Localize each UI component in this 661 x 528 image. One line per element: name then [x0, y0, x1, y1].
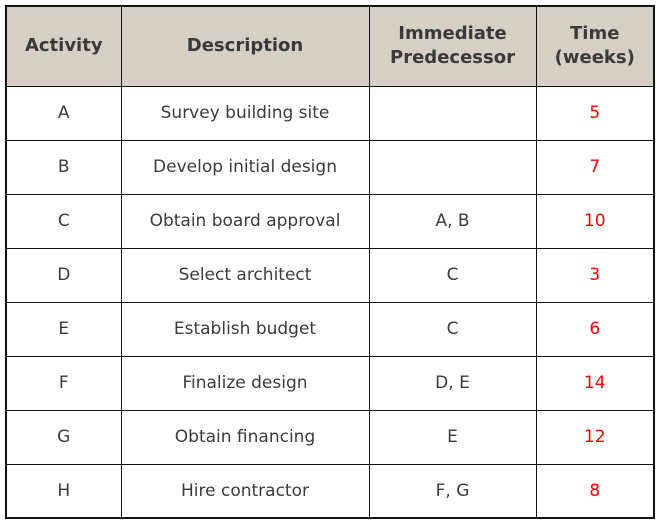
table-row: D Select architect C 3	[5, 247, 655, 303]
activity-cell: G	[5, 409, 122, 465]
activity-cell: C	[5, 193, 122, 249]
description-cell: Finalize design	[120, 355, 370, 411]
header-activity: Activity	[5, 5, 122, 87]
time-cell: 14	[535, 355, 655, 411]
predecessor-cell: A, B	[368, 193, 537, 249]
activity-cell: B	[5, 139, 122, 195]
predecessor-cell: C	[368, 301, 537, 357]
table-row: G Obtain financing E 12	[5, 409, 655, 465]
header-row: Activity Description Immediate Predecess…	[5, 5, 655, 87]
activity-cell: D	[5, 247, 122, 303]
predecessor-cell	[368, 85, 537, 141]
description-cell: Hire contractor	[120, 463, 370, 519]
activity-precedence-table: Activity Description Immediate Predecess…	[5, 5, 655, 519]
time-cell: 12	[535, 409, 655, 465]
description-cell: Select architect	[120, 247, 370, 303]
table-row: C Obtain board approval A, B 10	[5, 193, 655, 249]
activity-cell: H	[5, 463, 122, 519]
header-time: Time (weeks)	[535, 5, 655, 87]
activity-cell: E	[5, 301, 122, 357]
time-cell: 5	[535, 85, 655, 141]
table-row: B Develop initial design 7	[5, 139, 655, 195]
description-cell: Survey building site	[120, 85, 370, 141]
table-row: E Establish budget C 6	[5, 301, 655, 357]
description-cell: Establish budget	[120, 301, 370, 357]
description-cell: Obtain board approval	[120, 193, 370, 249]
time-cell: 3	[535, 247, 655, 303]
predecessor-cell: C	[368, 247, 537, 303]
table-row: A Survey building site 5	[5, 85, 655, 141]
time-cell: 10	[535, 193, 655, 249]
activity-cell: A	[5, 85, 122, 141]
header-description: Description	[120, 5, 370, 87]
time-cell: 6	[535, 301, 655, 357]
activity-cell: F	[5, 355, 122, 411]
table-row: F Finalize design D, E 14	[5, 355, 655, 411]
header-predecessor: Immediate Predecessor	[368, 5, 537, 87]
predecessor-cell: E	[368, 409, 537, 465]
time-cell: 7	[535, 139, 655, 195]
time-cell: 8	[535, 463, 655, 519]
predecessor-cell: D, E	[368, 355, 537, 411]
table-row: H Hire contractor F, G 8	[5, 463, 655, 519]
description-cell: Develop initial design	[120, 139, 370, 195]
description-cell: Obtain financing	[120, 409, 370, 465]
predecessor-cell	[368, 139, 537, 195]
predecessor-cell: F, G	[368, 463, 537, 519]
